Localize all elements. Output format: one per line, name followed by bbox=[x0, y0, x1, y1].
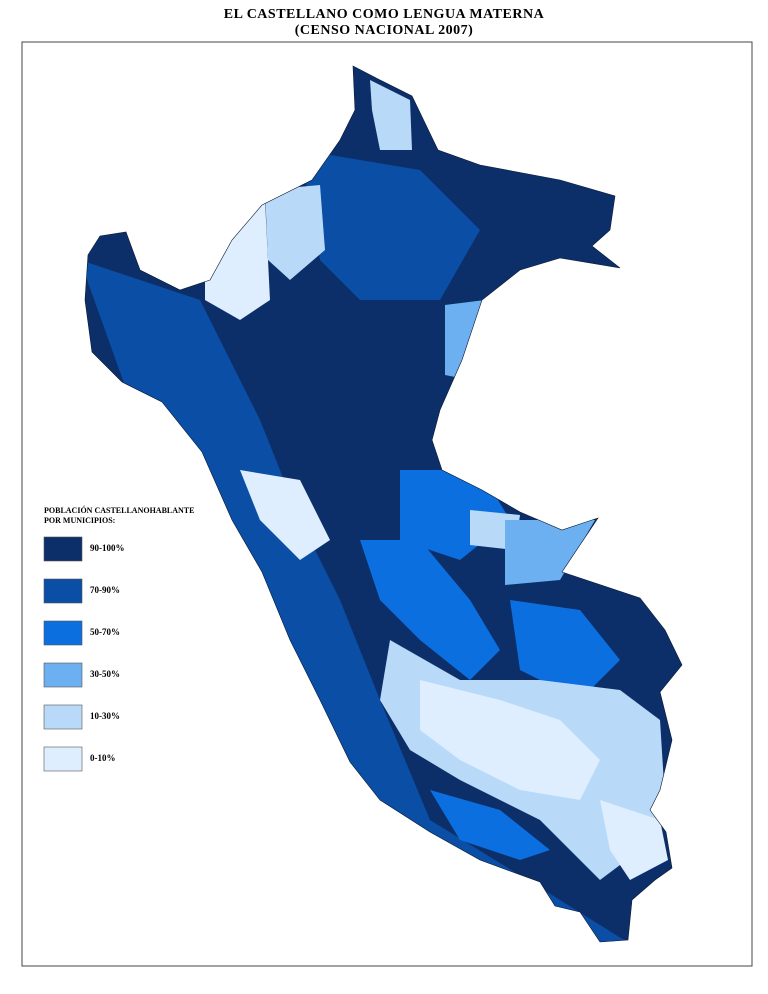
region bbox=[205, 200, 270, 320]
legend-label: 10-30% bbox=[90, 711, 120, 721]
legend-swatch bbox=[43, 704, 83, 730]
region bbox=[510, 600, 620, 700]
region bbox=[370, 80, 412, 150]
region bbox=[420, 680, 600, 800]
legend-label: 30-50% bbox=[90, 669, 120, 679]
subtitle: (CENSO NACIONAL 2007) bbox=[295, 23, 474, 38]
frame bbox=[21, 41, 753, 967]
legend-swatch bbox=[43, 662, 83, 688]
region bbox=[360, 540, 500, 680]
region bbox=[265, 185, 325, 280]
legend-title: POBLACIÓN CASTELLANOHABLANTE bbox=[44, 505, 194, 515]
region bbox=[240, 470, 330, 560]
legend-label: 50-70% bbox=[90, 627, 120, 637]
region bbox=[430, 790, 550, 860]
legend-swatch bbox=[43, 746, 83, 772]
region bbox=[600, 800, 668, 880]
region bbox=[85, 260, 640, 942]
title: EL CASTELLANO COMO LENGUA MATERNA bbox=[224, 7, 545, 22]
legend-title: POR MUNICIPIOS: bbox=[44, 516, 115, 525]
legend: POBLACIÓN CASTELLANOHABLANTE POR MUNICIP… bbox=[43, 505, 194, 772]
legend-swatch bbox=[43, 536, 83, 562]
region bbox=[300, 150, 480, 300]
region bbox=[445, 300, 485, 380]
legend-label: 0-10% bbox=[90, 753, 116, 763]
legend-swatch bbox=[43, 620, 83, 646]
legend-label: 70-90% bbox=[90, 585, 120, 595]
legend-swatch bbox=[43, 578, 83, 604]
legend-label: 90-100% bbox=[90, 543, 125, 553]
region bbox=[505, 520, 595, 585]
